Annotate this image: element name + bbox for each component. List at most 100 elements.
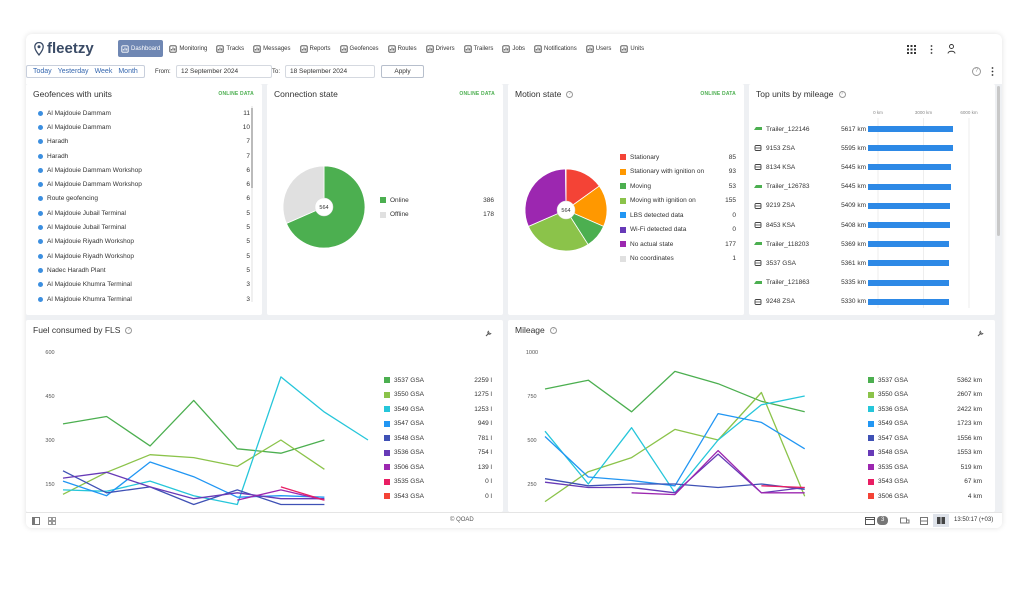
messages-status-icon[interactable] [865, 517, 875, 525]
nav-item-jobs[interactable]: Jobs [499, 40, 528, 57]
nav-item-drivers[interactable]: Drivers [423, 40, 458, 57]
series-line-3547-gsa[interactable] [62, 461, 325, 498]
legend-item[interactable]: 3543 GSA 67 km [868, 475, 982, 490]
series-line-3550-gsa[interactable] [544, 391, 806, 503]
list-item[interactable]: Al Majdouie Jubail Terminal 5 [38, 220, 250, 234]
layout-double-button[interactable] [933, 514, 949, 527]
mileage-bar[interactable] [868, 145, 953, 152]
nav-item-routes[interactable]: Routes [385, 40, 420, 57]
series-line-3536-gsa[interactable] [62, 471, 325, 500]
apps-grid-icon[interactable] [907, 44, 916, 54]
list-item[interactable]: Haradh 7 [38, 149, 250, 163]
wrench-icon[interactable] [977, 329, 985, 337]
legend-item[interactable]: 3549 GSA 1723 km [868, 417, 982, 432]
legend-item[interactable]: 3506 GSA 139 l [384, 460, 492, 475]
help-icon[interactable]: ? [549, 327, 557, 335]
legend-item[interactable]: 3547 GSA 949 l [384, 417, 492, 432]
legend-item[interactable]: 3506 GSA 4 km [868, 489, 982, 504]
legend-item[interactable]: Stationary with ignition on 93 [620, 165, 736, 180]
pie-slice-no-actual-state[interactable] [524, 168, 567, 227]
legend-item[interactable]: Moving 53 [620, 179, 736, 194]
filter-more-icon[interactable] [991, 67, 994, 76]
more-menu-icon[interactable] [930, 44, 933, 54]
period-month[interactable]: Month [118, 68, 138, 75]
legend-item[interactable]: 3536 GSA 754 l [384, 446, 492, 461]
table-row[interactable]: Trailer_121863 5335 km [754, 277, 969, 289]
table-row[interactable]: 9248 ZSA 5330 km [754, 296, 969, 308]
period-week[interactable]: Week [94, 68, 113, 75]
legend-item[interactable]: 3536 GSA 2422 km [868, 402, 982, 417]
nav-item-units[interactable]: Units [617, 40, 647, 57]
unit-status-icon[interactable] [900, 517, 910, 525]
nav-item-notifications[interactable]: Notifications [531, 40, 580, 57]
panel-toggle-icon[interactable] [32, 517, 40, 525]
geofences-scrollbar[interactable] [251, 106, 253, 302]
dashboard-scrollbar[interactable] [997, 86, 1000, 236]
layout-single-icon[interactable] [920, 517, 928, 525]
mileage-bar[interactable] [868, 164, 951, 171]
legend-item[interactable]: 3537 GSA 2259 l [384, 373, 492, 388]
table-row[interactable]: 3537 GSA 5361 km [754, 257, 969, 269]
list-item[interactable]: Al Majdouie Dammam Workshop 6 [38, 163, 250, 177]
help-icon[interactable]: ? [972, 67, 981, 76]
legend-item[interactable]: Offline 178 [380, 208, 494, 223]
user-profile-icon[interactable] [947, 44, 956, 54]
nav-item-tracks[interactable]: Tracks [213, 40, 247, 57]
from-date-input[interactable]: 12 September 2024 [176, 65, 272, 78]
legend-item[interactable]: 3550 GSA 2607 km [868, 388, 982, 403]
to-date-input[interactable]: 18 September 2024 [285, 65, 375, 78]
nav-item-trailers[interactable]: Trailers [461, 40, 497, 57]
list-item[interactable]: Al Majdouie Dammam Workshop 6 [38, 177, 250, 191]
legend-item[interactable]: 3537 GSA 5362 km [868, 373, 982, 388]
series-line-3548-gsa[interactable] [62, 470, 325, 506]
period-today[interactable]: Today [33, 68, 52, 75]
series-line-3535-gsa[interactable] [631, 449, 805, 496]
series-line-3547-gsa[interactable] [544, 478, 805, 490]
legend-item[interactable]: Online 386 [380, 193, 494, 208]
table-row[interactable]: 8134 KSA 5445 km [754, 161, 969, 173]
list-item[interactable]: Al Majdouie Jubail Terminal 5 [38, 206, 250, 220]
period-yesterday[interactable]: Yesterday [57, 68, 89, 75]
legend-item[interactable]: 3547 GSA 1556 km [868, 431, 982, 446]
legend-item[interactable]: No actual state 177 [620, 237, 736, 252]
mileage-bar[interactable] [868, 260, 950, 267]
list-item[interactable]: Al Majdouie Dammam 10 [38, 120, 250, 134]
list-item[interactable]: Nadec Haradh Plant 5 [38, 263, 250, 277]
table-row[interactable]: Trailer_118203 5369 km [754, 238, 969, 250]
nav-item-users[interactable]: Users [583, 40, 615, 57]
help-icon[interactable]: ? [125, 327, 133, 335]
series-line-3550-gsa[interactable] [62, 439, 325, 495]
legend-item[interactable]: LBS detected data 0 [620, 208, 736, 223]
notification-count-badge[interactable]: 3 [877, 516, 889, 525]
nav-item-monitoring[interactable]: Monitoring [166, 40, 210, 57]
series-line-3537-gsa[interactable] [544, 370, 805, 413]
legend-item[interactable]: 3550 GSA 1275 l [384, 388, 492, 403]
legend-item[interactable]: No coordinates 1 [620, 252, 736, 267]
mileage-bar[interactable] [868, 279, 949, 286]
mileage-bar[interactable] [868, 202, 951, 209]
legend-item[interactable]: Wi-Fi detected data 0 [620, 223, 736, 238]
mileage-bar[interactable] [868, 241, 950, 248]
legend-item[interactable]: 3543 GSA 0 l [384, 489, 492, 504]
legend-item[interactable]: Moving with ignition on 155 [620, 194, 736, 209]
mileage-bar[interactable] [868, 126, 954, 132]
legend-item[interactable]: Stationary 85 [620, 150, 736, 165]
series-line-3535-gsa[interactable] [280, 486, 325, 501]
series-line-3549-gsa[interactable] [544, 412, 806, 487]
list-item[interactable]: Al Majdouie Khumra Terminal 3 [38, 292, 250, 306]
pie-slice-offline[interactable] [282, 165, 325, 224]
mileage-bar[interactable] [868, 298, 949, 305]
mileage-bar[interactable] [868, 222, 951, 228]
apply-button[interactable]: Apply [381, 65, 424, 78]
legend-item[interactable]: 3548 GSA 1553 km [868, 446, 982, 461]
series-line-3537-gsa[interactable] [62, 399, 325, 454]
table-row[interactable]: 8453 KSA 5408 km [754, 219, 969, 231]
help-icon[interactable]: ? [566, 91, 574, 99]
list-item[interactable]: Al Majdouie Dammam 11 [38, 106, 250, 120]
wrench-icon[interactable] [485, 329, 493, 337]
legend-item[interactable]: 3549 GSA 1253 l [384, 402, 492, 417]
list-item[interactable]: Al Majdouie Riyadh Workshop 5 [38, 249, 250, 263]
list-item[interactable]: Al Majdouie Khumra Terminal 3 [38, 278, 250, 292]
table-row[interactable]: Trailer_122146 5617 km [754, 123, 969, 135]
nav-item-messages[interactable]: Messages [250, 40, 293, 57]
